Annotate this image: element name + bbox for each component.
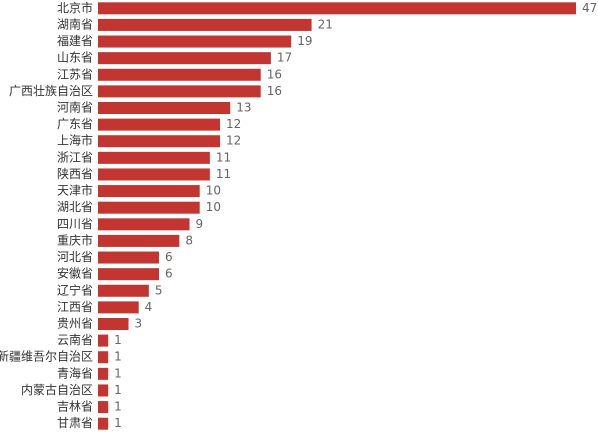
value-label: 11 [216,167,231,181]
value-label: 5 [155,283,163,297]
bar [98,218,190,231]
value-label: 21 [318,17,333,31]
y-tick-label: 上海市 [57,133,93,148]
value-label: 8 [185,233,193,247]
bar [98,268,160,281]
y-tick-label: 山东省 [57,51,93,65]
value-label: 1 [114,383,122,397]
y-tick-label: 甘肃省 [57,416,93,430]
y-tick-label: 江苏省 [57,67,93,81]
bar [98,301,139,314]
y-tick-label: 内蒙古自治区 [21,382,93,397]
y-tick-label: 贵州省 [57,317,93,331]
bar [98,384,109,397]
y-tick-label: 河南省 [57,100,93,115]
bar [98,417,109,430]
y-tick-label: 吉林省 [57,400,93,414]
value-label: 16 [267,67,282,81]
value-label: 9 [196,217,204,231]
y-tick-label: 云南省 [57,332,93,347]
value-label: 19 [297,34,312,48]
bar [98,118,221,131]
value-label: 16 [267,84,282,98]
y-tick-label: 新疆维吾尔自治区 [0,349,93,364]
bar [98,135,221,148]
y-tick-label: 江西省 [57,300,93,314]
y-tick-label: 青海省 [57,365,93,380]
bar [98,351,109,364]
y-tick-label: 辽宁省 [57,282,93,297]
value-label: 1 [114,350,122,364]
value-label: 4 [145,300,153,314]
bar [98,151,210,164]
bar [98,367,109,380]
bar [98,185,200,198]
value-label: 11 [216,150,231,164]
y-tick-label: 河北省 [57,250,93,264]
value-label: 10 [206,184,221,198]
value-label: 1 [114,400,122,414]
value-label: 1 [114,333,122,347]
bar [98,234,180,247]
bar [98,334,109,347]
bar [98,18,312,31]
value-label: 1 [114,366,122,380]
bar [98,68,261,81]
value-label: 12 [226,134,241,148]
bar [98,201,200,214]
y-tick-label: 重庆市 [57,232,93,247]
value-label: 6 [165,267,173,281]
bar [98,251,160,264]
value-label: 6 [165,250,173,264]
value-label: 1 [114,416,122,430]
value-label: 3 [135,317,143,331]
bar [98,168,210,181]
bar [98,318,129,330]
y-tick-label: 浙江省 [57,150,93,164]
y-tick-label: 湖南省 [57,16,93,31]
bar [98,85,261,98]
y-tick-label: 福建省 [57,33,93,48]
y-tick-label: 陕西省 [57,166,93,181]
value-label: 10 [206,200,221,214]
bar [98,52,271,65]
bar [98,284,149,297]
value-label: 13 [236,101,251,115]
y-tick-label: 广西壮族自治区 [9,84,93,98]
y-tick-label: 四川省 [57,217,93,231]
bar [98,2,576,15]
y-tick-label: 广东省 [57,117,93,131]
y-tick-label: 安徽省 [57,266,93,281]
bar [98,35,292,48]
bar [98,401,109,414]
y-tick-label: 湖北省 [57,199,93,214]
bar [98,102,231,114]
y-tick-label: 北京市 [57,0,93,15]
y-tick-label: 天津市 [57,183,93,198]
value-label: 47 [582,1,597,15]
value-label: 17 [277,51,292,65]
value-label: 12 [226,117,241,131]
